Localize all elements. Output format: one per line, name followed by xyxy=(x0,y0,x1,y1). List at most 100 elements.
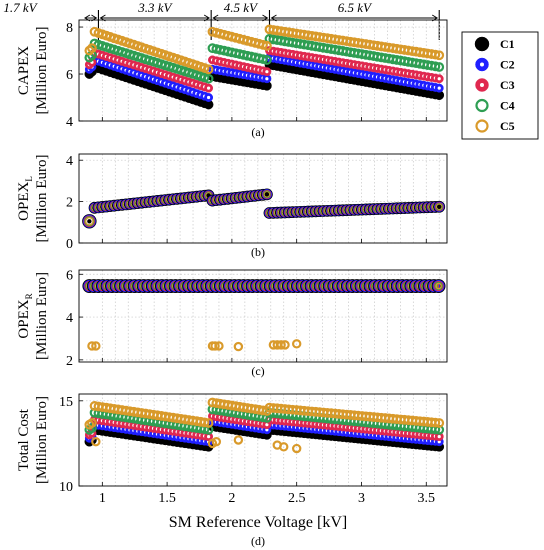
data-point-C5 xyxy=(435,282,442,290)
panel-label: (b) xyxy=(251,245,265,259)
data-points xyxy=(82,279,446,352)
y-tick-label: 10 xyxy=(59,480,73,495)
data-point-C5 xyxy=(210,341,220,351)
y-axis-unit: [Million Euro] xyxy=(34,396,50,484)
data-point-C5 xyxy=(87,43,97,54)
y-axis-label-main: CAPEX xyxy=(16,46,32,95)
data-point-C1 xyxy=(431,279,446,293)
legend-marker xyxy=(475,98,489,113)
y-axis-unit: [Million Euro] xyxy=(34,272,50,360)
data-point-center xyxy=(265,70,269,74)
data-points xyxy=(82,188,446,229)
series-C5-outliers xyxy=(87,339,302,352)
data-point-C5 xyxy=(203,64,214,75)
data-point-C5 xyxy=(84,216,94,226)
panel-2: 0 2 4 OPEXL [Million Euro] (b) xyxy=(16,153,448,259)
legend-marker-center xyxy=(480,62,484,67)
plot-frame xyxy=(78,153,448,244)
data-point-C5 xyxy=(211,437,222,447)
voltage-range-3: 4.5 kV xyxy=(210,0,269,40)
legend-marker-center xyxy=(480,83,484,87)
y-tick-label: 4 xyxy=(66,311,73,326)
data-point-C5 xyxy=(233,435,244,445)
x-tick-label: 2 xyxy=(228,491,235,506)
data-point-C3 xyxy=(433,280,444,292)
data-point-C2 xyxy=(427,279,441,293)
data-point-center xyxy=(437,77,441,81)
panel-3: 2 4 6 OPEXR [Million Euro] (c) xyxy=(16,268,448,378)
data-point-C5 xyxy=(91,341,101,351)
legend-entry-C1: C1 xyxy=(474,36,515,52)
data-point-C2 xyxy=(432,279,445,293)
data-point-C4 xyxy=(261,55,272,65)
y-axis-label: CAPEX xyxy=(16,46,32,95)
grid xyxy=(79,154,447,244)
y-tick-label: 2 xyxy=(66,196,73,211)
legend-marker xyxy=(475,119,489,133)
legend-entry-C2: C2 xyxy=(475,58,515,72)
legend-label: C2 xyxy=(500,58,515,72)
data-point-center xyxy=(437,434,441,439)
data-point-C4 xyxy=(203,73,214,84)
data-point-center xyxy=(437,86,441,90)
panel-label: (c) xyxy=(251,364,264,378)
data-point-C5 xyxy=(291,339,302,349)
x-axis-label: SM Reference Voltage [kV] xyxy=(169,514,347,531)
legend-entry-C5: C5 xyxy=(475,119,515,133)
data-point-C4 xyxy=(434,281,443,291)
series-overlap xyxy=(82,188,446,229)
y-axis-label-main: OPEX xyxy=(16,181,32,220)
y-tick-label: 8 xyxy=(66,21,73,36)
data-point-C5 xyxy=(233,341,244,352)
legend-box xyxy=(461,31,539,140)
data-point-core xyxy=(264,192,270,197)
y-axis-label: Total Cost xyxy=(16,408,32,471)
data-point-C5 xyxy=(263,191,270,198)
data-point-C5 xyxy=(87,341,97,351)
data-point-core xyxy=(87,219,92,224)
data-point-C5 xyxy=(430,49,441,60)
voltage-range-label: 4.5 kV xyxy=(224,0,259,15)
voltage-range-label: 1.7 kV xyxy=(3,0,38,15)
data-point-C5 xyxy=(87,418,97,428)
y-axis-label: OPEXR xyxy=(16,293,34,338)
plot-frame xyxy=(78,19,448,122)
y-tick-label: 4 xyxy=(66,115,73,130)
voltage-range-label: 6.5 kV xyxy=(338,0,373,15)
data-point-C5 xyxy=(436,203,443,210)
panel-4: 1 1.5 2 2.5 3 3.5 10 15 Total Cost [Million Euro]… xyxy=(16,393,448,548)
legend: C1 C2 C3 C4 C5 xyxy=(461,31,539,140)
data-point-C5 xyxy=(280,340,290,350)
legend-label: C3 xyxy=(500,78,515,92)
data-point-C5 xyxy=(203,418,214,428)
legend-marker xyxy=(474,36,490,52)
data-point-C4 xyxy=(430,61,441,72)
data-points xyxy=(84,24,445,110)
voltage-range-1: 1.7 kV xyxy=(3,0,98,22)
data-point-C1 xyxy=(427,279,441,293)
y-axis-unit: [Million Euro] xyxy=(34,155,50,243)
x-tick-label: 1.5 xyxy=(158,491,176,506)
panel-1: 4 6 8 CAPEX [Million Euro] (a) xyxy=(16,19,448,139)
panel-label: (a) xyxy=(251,125,264,139)
data-point-center xyxy=(206,95,211,100)
y-tick-label: 6 xyxy=(66,268,73,283)
data-point-core xyxy=(437,204,442,209)
data-point-C5 xyxy=(261,40,272,51)
voltage-range-annotations: 1.7 kV 3.3 kV 4.5 kV 6.5 kV xyxy=(3,0,440,40)
series-C5 xyxy=(84,24,445,75)
y-tick-label: 2 xyxy=(66,354,73,369)
y-axis-label-main: Total Cost xyxy=(16,408,32,471)
y-axis-unit: [Million Euro] xyxy=(34,27,50,115)
data-point-C5 xyxy=(430,417,441,428)
data-points xyxy=(84,397,445,454)
panel-label: (d) xyxy=(251,534,265,548)
legend-label: C5 xyxy=(500,119,515,133)
data-point-C5 xyxy=(214,341,224,351)
data-point-C5 xyxy=(291,443,302,454)
data-point-C5 xyxy=(434,50,445,61)
data-point-C5 xyxy=(276,340,286,350)
voltage-range-4: 6.5 kV xyxy=(268,0,439,40)
data-point-center xyxy=(265,77,269,81)
